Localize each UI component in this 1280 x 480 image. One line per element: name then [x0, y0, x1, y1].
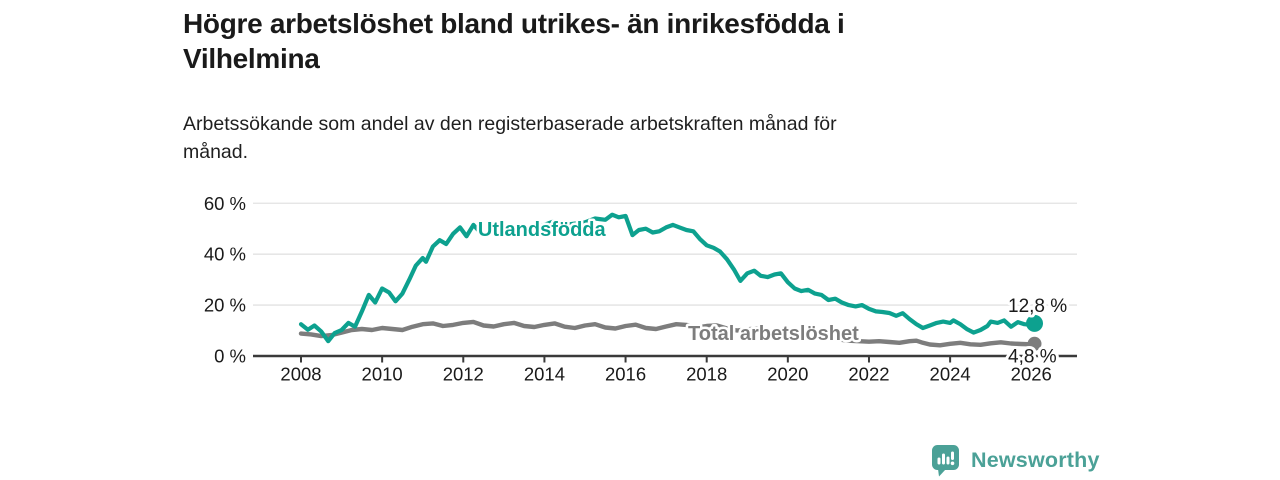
x-tick-label: 2012: [443, 364, 484, 385]
x-tick-label: 2026: [1011, 364, 1052, 385]
series-end-dot: [1027, 336, 1042, 351]
y-tick-label: 20 %: [204, 295, 246, 316]
series-end-value-label: 4,8 %: [1008, 347, 1057, 368]
logo-exclamation-dot-icon: [950, 461, 955, 465]
logo-bar-icon: [946, 456, 950, 464]
newsworthy-logo: Newsworthy: [931, 443, 1100, 477]
chart-subtitle-line-2: månad.: [183, 141, 249, 163]
newsworthy-logo-icon: [932, 444, 959, 476]
chart-title-line-1: Högre arbetslöshet bland utrikes- än inr…: [183, 8, 845, 39]
series-inline-label: Total arbetslöshet: [688, 323, 859, 345]
logo-bar-icon: [937, 457, 941, 464]
chart-subtitle-line-1: Arbetssökande som andel av den registerb…: [183, 113, 837, 135]
x-tick-label: 2008: [280, 364, 321, 385]
x-tick-label: 2014: [524, 364, 565, 385]
y-tick-label: 40 %: [204, 244, 246, 265]
series-line-utlandsfodda: [298, 212, 1037, 344]
x-tick-label: 2016: [605, 364, 646, 385]
newsworthy-logo-text: Newsworthy: [971, 447, 1100, 472]
logo-exclamation-icon: [951, 451, 954, 460]
x-tick-label: 2018: [686, 364, 727, 385]
x-tick-label: 2024: [930, 364, 971, 385]
x-tick-label: 2020: [767, 364, 808, 385]
x-tick-label: 2022: [848, 364, 889, 385]
series-inline-label: Utlandsfödda: [478, 219, 607, 241]
chart-subtitle: Arbetssökande som andel av den registerb…: [183, 110, 1063, 166]
chart-title: Högre arbetslöshet bland utrikes- än inr…: [183, 6, 1033, 76]
y-tick-label: 60 %: [204, 193, 246, 214]
logo-bar-icon: [942, 453, 945, 464]
line-chart: 2008 2010 2012 2014 2016 2018 2020 2022 2024 2026…: [204, 193, 1077, 385]
series-line-total-arbetsloshet: [298, 319, 1037, 348]
chart-title-line-2: Vilhelmina: [183, 43, 320, 74]
y-tick-label: 0 %: [214, 346, 246, 367]
x-tick-label: 2010: [362, 364, 403, 385]
series-end-value-label: 12,8 %: [1008, 296, 1067, 317]
series-end-dot: [1026, 314, 1044, 332]
